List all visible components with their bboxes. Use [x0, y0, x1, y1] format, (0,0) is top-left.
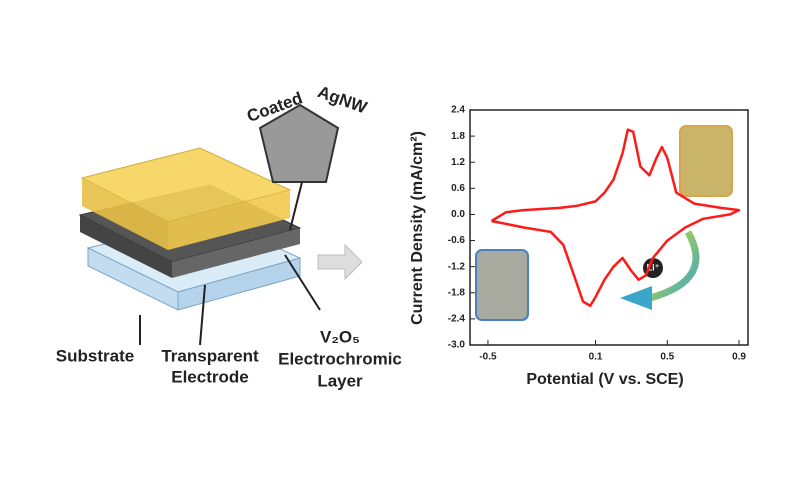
- y-tick-label: 1.2: [451, 157, 465, 168]
- sem-inset: [258, 103, 340, 183]
- y-axis-title: Current Density (mA/cm²): [409, 131, 426, 325]
- substrate-side: [177, 257, 301, 311]
- y-tick-label: -3.0: [448, 340, 466, 351]
- annotation: Li⁺: [647, 262, 660, 272]
- photo-inset: [475, 249, 529, 321]
- x-tick-label: 0.9: [732, 352, 746, 363]
- arrow: [649, 230, 700, 302]
- x-axis-title: Potential (V vs. SCE): [526, 371, 683, 388]
- schematic: Coated AgNW Substrate Transparent Electr…: [56, 82, 402, 390]
- y-tick-label: 0.6: [451, 183, 465, 194]
- y-tick-label: 2.4: [451, 105, 465, 116]
- pointer: [284, 254, 321, 311]
- cv-curve: [490, 128, 741, 308]
- label: Substrate: [56, 346, 134, 365]
- electrode-side: [172, 228, 300, 278]
- arrow: [317, 243, 363, 281]
- pointer: [199, 284, 206, 346]
- y-tick-label: -2.4: [448, 314, 466, 325]
- x-tick-label: 0.1: [589, 352, 603, 363]
- label: Transparent: [161, 346, 259, 365]
- sem-label: AgNW: [315, 82, 370, 118]
- v2o5-side: [82, 178, 168, 250]
- label: V₂O₅: [320, 327, 360, 346]
- y-tick-label: 1.8: [451, 131, 465, 142]
- y-tick-label: -1.2: [448, 261, 466, 272]
- label: Electrochromic: [278, 349, 402, 368]
- v2o5-side: [168, 190, 290, 250]
- x-tick-label: 0.5: [660, 352, 674, 363]
- label: Layer: [317, 371, 363, 390]
- plot-frame: [469, 109, 749, 346]
- arrow: [620, 286, 652, 310]
- label: Electrode: [171, 367, 248, 386]
- y-tick-label: 0.0: [451, 209, 465, 220]
- electrode-side: [80, 215, 172, 278]
- x-tick-label: -0.5: [479, 352, 497, 363]
- y-tick-label: -0.6: [448, 235, 466, 246]
- photo-inset: [679, 125, 733, 197]
- y-tick-label: -1.8: [448, 287, 466, 298]
- pointer: [289, 181, 303, 231]
- plot: 2.4 1.8 1.2 0.6 0.0 -0.6 -1.2 -1.8 -2.4 -3.0 -0.5 0…: [448, 105, 749, 363]
